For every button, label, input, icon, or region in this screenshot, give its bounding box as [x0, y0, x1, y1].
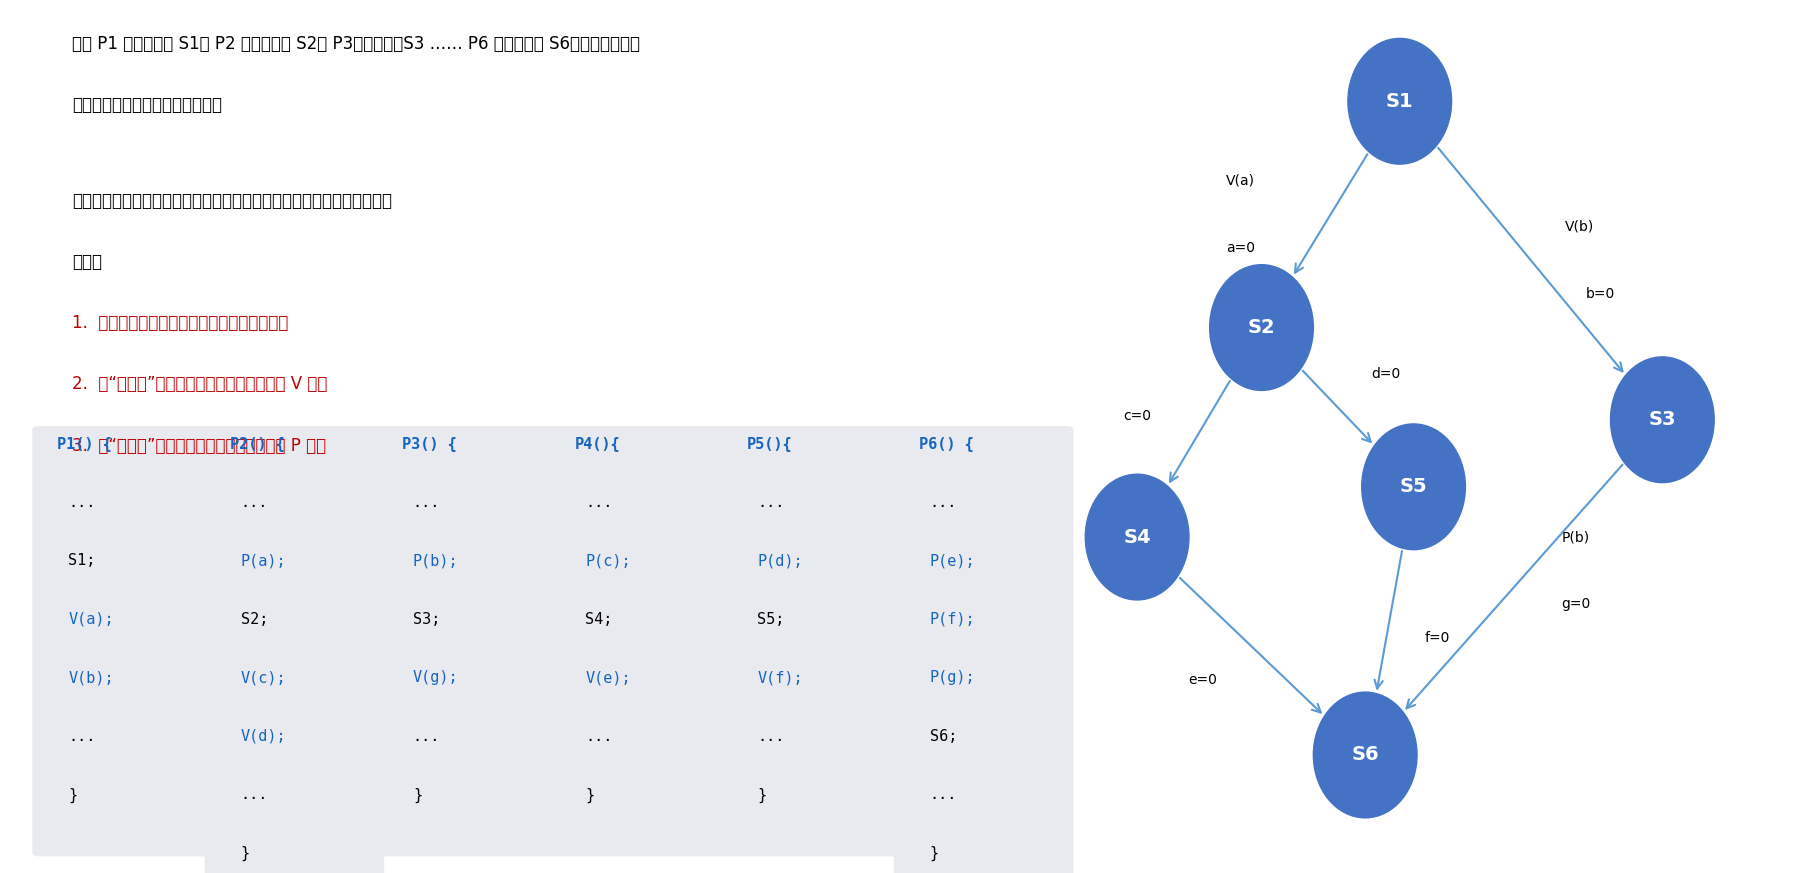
Text: }: } — [757, 787, 766, 802]
Text: c=0: c=0 — [1124, 409, 1151, 423]
Text: S3;: S3; — [413, 612, 440, 627]
Text: V(c);: V(c); — [241, 670, 285, 685]
Text: P4(){: P4(){ — [574, 436, 619, 451]
Text: P(b): P(b) — [1562, 530, 1590, 544]
Text: P6() {: P6() { — [919, 436, 975, 451]
Circle shape — [1610, 357, 1714, 483]
Text: P(d);: P(d); — [757, 553, 802, 568]
Text: P1() {: P1() { — [57, 436, 113, 451]
Text: ...: ... — [68, 495, 95, 510]
Text: ...: ... — [757, 729, 784, 744]
Circle shape — [1086, 474, 1188, 600]
Text: d=0: d=0 — [1371, 367, 1400, 381]
Text: P(g);: P(g); — [930, 670, 975, 685]
Text: S6;: S6; — [930, 729, 957, 744]
Text: 进程 P1 中有句代码 S1， P2 中有句代码 S2， P3中有句代码S3 …… P6 中有句代码 S6。这些代码要求: 进程 P1 中有句代码 S1， P2 中有句代码 S2， P3中有句代码S3 …… — [72, 35, 639, 53]
Text: V(a): V(a) — [1226, 174, 1255, 188]
Text: S2;: S2; — [241, 612, 267, 627]
Text: P(b);: P(b); — [413, 553, 458, 568]
Text: g=0: g=0 — [1562, 597, 1590, 611]
Text: ...: ... — [585, 495, 612, 510]
Text: 2.  在“前操作”之后对相应的同步信号量执行 V 操作: 2. 在“前操作”之后对相应的同步信号量执行 V 操作 — [72, 375, 327, 394]
Text: 按如下前驱图所示的顺序来执行：: 按如下前驱图所示的顺序来执行： — [72, 96, 223, 114]
Text: V(g);: V(g); — [413, 670, 458, 685]
Text: }: } — [585, 787, 594, 802]
Text: }: } — [930, 846, 939, 861]
Text: S2: S2 — [1248, 318, 1274, 337]
Text: P(a): P(a) — [1240, 316, 1269, 330]
Text: }: } — [241, 846, 250, 861]
Circle shape — [1210, 265, 1314, 390]
Text: ...: ... — [241, 787, 267, 802]
Text: 因此，: 因此， — [72, 253, 102, 272]
Text: 其实每一对前驱关系都是一个进程同步问题（需要保证一前一后的操作）: 其实每一对前驱关系都是一个进程同步问题（需要保证一前一后的操作） — [72, 192, 391, 210]
Text: ...: ... — [241, 495, 267, 510]
Text: ...: ... — [930, 787, 957, 802]
Text: ...: ... — [930, 495, 957, 510]
FancyBboxPatch shape — [205, 426, 384, 873]
FancyBboxPatch shape — [549, 426, 729, 856]
Text: S5;: S5; — [757, 612, 784, 627]
Text: V(b): V(b) — [1565, 220, 1594, 234]
Text: }: } — [68, 787, 77, 802]
Text: S3: S3 — [1648, 410, 1677, 430]
Text: f=0: f=0 — [1425, 630, 1450, 644]
Text: P2() {: P2() { — [230, 436, 285, 451]
Text: P(e);: P(e); — [930, 553, 975, 568]
FancyBboxPatch shape — [32, 426, 212, 856]
Text: V(d);: V(d); — [241, 729, 285, 744]
Text: P(a);: P(a); — [241, 553, 285, 568]
Text: S4: S4 — [1124, 527, 1151, 546]
Text: S1: S1 — [1386, 92, 1413, 111]
Text: V(f);: V(f); — [757, 670, 802, 685]
Text: ...: ... — [413, 729, 440, 744]
Text: V(b);: V(b); — [68, 670, 113, 685]
Text: a=0: a=0 — [1226, 241, 1255, 255]
Circle shape — [1314, 692, 1416, 818]
Text: P(f);: P(f); — [930, 612, 975, 627]
Text: }: } — [413, 787, 422, 802]
Circle shape — [1362, 424, 1465, 550]
Text: V(a);: V(a); — [68, 612, 113, 627]
FancyBboxPatch shape — [722, 426, 901, 856]
Text: P5(){: P5(){ — [747, 436, 792, 451]
Text: 3.  在“后操作”之前对相应的同步信号量执行 P 操作: 3. 在“后操作”之前对相应的同步信号量执行 P 操作 — [72, 436, 327, 455]
Text: V(e);: V(e); — [585, 670, 630, 685]
Text: ...: ... — [757, 495, 784, 510]
FancyBboxPatch shape — [377, 426, 556, 856]
Text: b=0: b=0 — [1585, 287, 1616, 301]
Text: 1.  要为每一对前驱关系各设置一个同步信号量: 1. 要为每一对前驱关系各设置一个同步信号量 — [72, 314, 289, 333]
Circle shape — [1348, 38, 1452, 164]
Text: ...: ... — [413, 495, 440, 510]
Text: P(c);: P(c); — [585, 553, 630, 568]
Text: ...: ... — [68, 729, 95, 744]
FancyBboxPatch shape — [894, 426, 1073, 873]
Text: S1;: S1; — [68, 553, 95, 568]
Text: P3() {: P3() { — [402, 436, 458, 451]
Text: S5: S5 — [1400, 478, 1427, 496]
Text: S6: S6 — [1352, 746, 1379, 765]
Text: ...: ... — [585, 729, 612, 744]
Text: e=0: e=0 — [1188, 672, 1217, 686]
Text: S4;: S4; — [585, 612, 612, 627]
